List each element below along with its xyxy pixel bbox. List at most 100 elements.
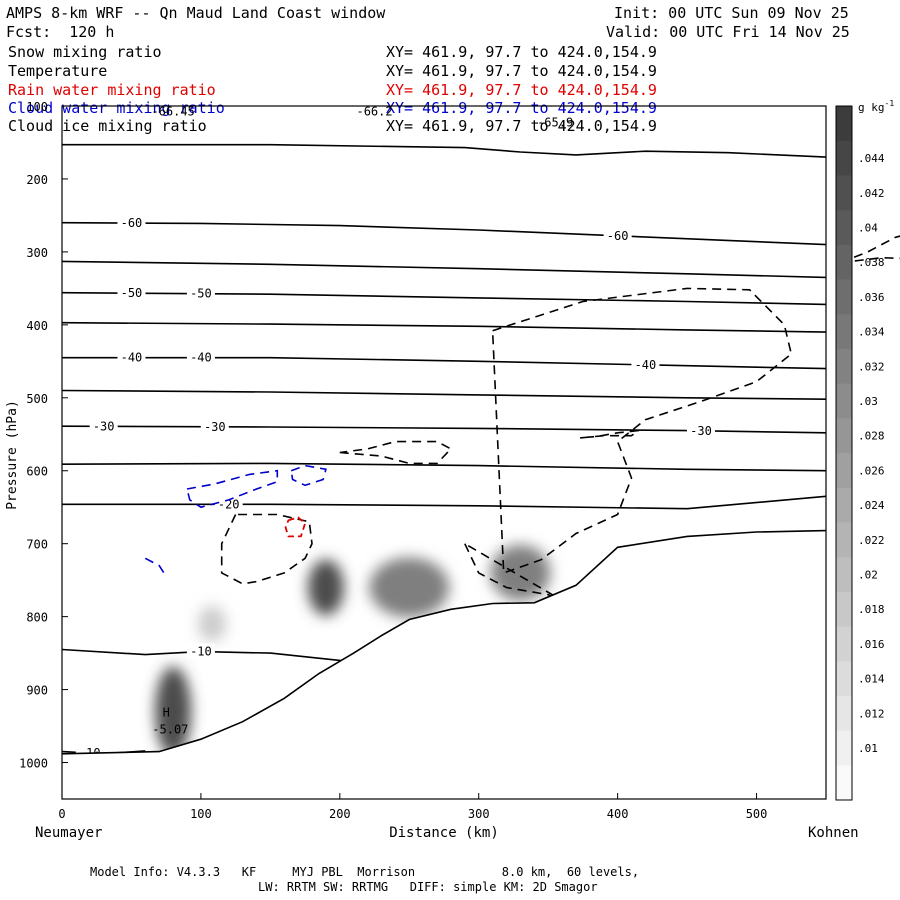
isotherm-label-bg [117,285,146,301]
isotherm-line [62,143,827,158]
isotherm-label-bg [117,349,146,365]
field-annotation: -5.07 [152,722,188,736]
colorbar-segment [836,210,852,246]
cloud-ice-contour [339,440,453,465]
colorbar-segment [836,765,852,801]
colorbar-segment [836,140,852,176]
field-name-temperature: Temperature [8,62,108,80]
terrain-fill [62,530,826,799]
isotherm-label: -40 [190,351,212,365]
colorbar-segment [836,279,852,315]
cloud-water-contours [144,464,327,577]
isotherm-label: -50 [190,287,212,301]
colorbar-segment [836,626,852,662]
colorbar-segment [836,522,852,558]
plot-title: AMPS 8-km WRF -- Qn Maud Land Coast wind… [6,4,386,22]
isotherm-label-bg [631,356,660,372]
colorbar-label: .04 [858,221,878,234]
isotherm-line [61,260,827,279]
isotherm-label-bg [186,349,215,365]
isotherm-label-bg [89,418,118,434]
y-tick-label: 200 [26,173,48,187]
isotherm-label-bg [214,496,243,512]
x-tick-label: 100 [190,807,212,821]
cloud-water-contour [144,557,167,577]
colorbar-segment [836,418,852,454]
snow-mixing-ratio-shading [155,544,551,757]
cloud-ice-contour [220,513,313,585]
x-tick-label: 400 [607,807,629,821]
colorbar-segment [836,106,852,142]
init-time: Init: 00 UTC Sun 09 Nov 25 [614,4,849,22]
cloud-water-contour [290,464,327,487]
x-tick-label: 300 [468,807,490,821]
field-xy-cloud-water: XY= 461.9, 97.7 to 424.0,154.9 [386,99,657,117]
rain-water-contour [284,516,307,538]
isotherm-label-bg [75,745,104,761]
x-tick-label: 500 [746,807,768,821]
isotherm-label: -30 [690,424,712,438]
field-name-rain: Rain water mixing ratio [8,81,216,99]
snow-shading-blob [155,666,192,757]
field-xy-cloud-ice: XY= 461.9, 97.7 to 424.0,154.9 [386,117,657,135]
isotherm-label-bg [117,215,146,231]
isotherm-line [62,356,827,370]
colorbar-segment [836,730,852,766]
colorbar-segment [836,591,852,627]
colorbar-label: .018 [858,603,885,616]
isotherm-label: -60 [121,216,143,230]
colorbar-frame [835,105,853,801]
isotherm-line [61,321,827,333]
isotherm-label-bg [186,285,215,301]
isotherm-label-bg [200,418,229,434]
isotherm-line [61,425,827,434]
terrain-line [61,529,827,755]
cloud-ice-contour [462,541,591,618]
colorbar-label: .016 [858,638,885,651]
x-axis-label: Distance (km) [389,825,499,841]
terrain-profile [61,529,827,799]
isotherm-label: -30 [204,420,226,434]
colorbar-segment [836,453,852,489]
isotherm-label: -60 [607,229,629,243]
colorbar-label: .038 [858,256,885,269]
colorbar-segment [836,244,852,280]
colorbar: .044 .042 .04 .038 .036 .034 .032 .03 .028 .026 .0… [835,105,885,801]
isotherm-line [62,495,827,510]
colorbar-segment [836,487,852,523]
x-tick-label: 200 [329,807,351,821]
isotherm-line [61,750,146,755]
colorbar-label: .036 [858,291,885,304]
y-axis-label: Pressure (hPa) [5,400,20,510]
colorbar-label: .034 [858,326,885,339]
plot-frame [61,105,827,800]
isotherm-label: -40 [635,358,657,372]
isotherm-label: -10 [79,746,101,760]
y-tick-label: 1000 [19,757,48,771]
colorbar-segment [836,557,852,593]
isotherm-label: -40 [121,351,143,365]
isotherm-label-bg [186,643,215,659]
field-xy-temperature: XY= 461.9, 97.7 to 424.0,154.9 [386,62,657,80]
y-tick-label: 500 [26,392,48,406]
colorbar-segment [836,175,852,211]
forecast-hour: Fcst: 120 h [6,23,115,41]
rain-water-contours [284,516,307,538]
snow-shading-blob [490,544,551,601]
start-location-label: Neumayer [35,825,102,841]
valid-time: Valid: 00 UTC Fri 14 Nov 25 [606,23,850,41]
field-xy-snow: XY= 461.9, 97.7 to 424.0,154.9 [386,43,657,61]
model-info: Model Info: V4.3.3 KF MYJ PBL Morrison 8… [90,865,640,879]
colorbar-label: .02 [858,568,878,581]
field-name-snow: Snow mixing ratio [8,43,162,61]
cloud-ice-contour [580,429,642,439]
end-location-label: Kohnen [808,825,859,841]
isotherm-line [61,389,827,400]
field-annotation: H [163,706,170,720]
cloud-ice-contours [220,235,900,618]
cloud-ice-contour [491,287,793,575]
isotherm-label: -50 [121,286,143,300]
isotherm-label: -10 [190,645,212,659]
axes: 0 100 200 300 400 500100200300400500600700800… [19,100,767,821]
